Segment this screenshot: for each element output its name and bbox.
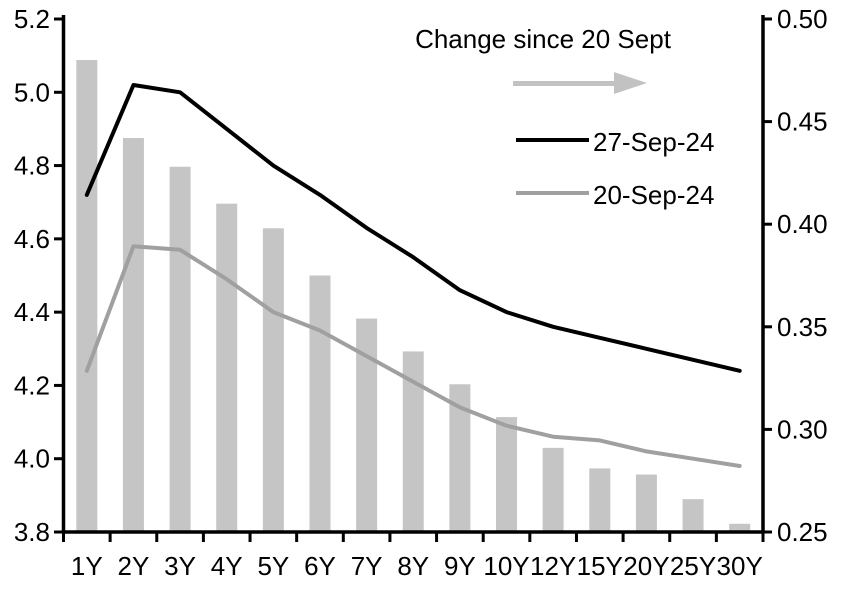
bar-1Y: [76, 60, 98, 531]
legend-label-27-sep: 27-Sep-24: [593, 127, 715, 157]
bar-12Y: [542, 447, 564, 531]
bar-30Y: [729, 523, 751, 531]
left-tick-label: 5.2: [14, 4, 50, 34]
bar-10Y: [496, 417, 518, 531]
x-tick-label-5Y: 5Y: [257, 551, 289, 581]
bar-8Y: [402, 351, 424, 531]
right-tick-label: 0.35: [777, 312, 828, 342]
right-tick-label: 0.25: [777, 517, 828, 547]
legend-swatch-20-sep: [516, 191, 589, 195]
legend-title: Change since 20 Sept: [415, 24, 671, 54]
right-tick-label: 0.40: [777, 209, 828, 239]
change-arrow-icon: [513, 81, 616, 86]
x-tick-label-6Y: 6Y: [304, 551, 336, 581]
bar-9Y: [449, 384, 471, 531]
right-tick-label: 0.30: [777, 414, 828, 444]
x-tick-label-9Y: 9Y: [444, 551, 476, 581]
x-tick-label-20Y: 20Y: [623, 551, 669, 581]
right-tick-label: 0.45: [777, 107, 828, 137]
x-tick-label-1Y: 1Y: [71, 551, 103, 581]
left-tick-label: 4.0: [14, 444, 50, 474]
bar-4Y: [216, 203, 238, 531]
bar-2Y: [122, 138, 144, 532]
x-tick-label-12Y: 12Y: [530, 551, 576, 581]
line-27-sep-24: [84, 83, 742, 373]
x-tick-label-15Y: 15Y: [577, 551, 623, 581]
bar-5Y: [262, 228, 284, 531]
x-tick-label-7Y: 7Y: [351, 551, 383, 581]
x-tick-label-10Y: 10Y: [483, 551, 529, 581]
left-tick-label: 5.0: [14, 77, 50, 107]
right-tick-label: 0.50: [777, 4, 828, 34]
x-tick-label-25Y: 25Y: [670, 551, 716, 581]
left-tick-label: 4.6: [14, 224, 50, 254]
x-tick-label-3Y: 3Y: [164, 551, 196, 581]
left-tick-label: 4.2: [14, 370, 50, 400]
x-tick-label-2Y: 2Y: [118, 551, 150, 581]
legend-label-20-sep: 20-Sep-24: [593, 180, 715, 210]
bar-20Y: [635, 474, 657, 531]
bar-7Y: [356, 318, 378, 531]
bar-15Y: [589, 468, 611, 531]
left-tick-label: 4.4: [14, 297, 50, 327]
left-tick-label: 3.8: [14, 517, 50, 547]
line-20-sep-24: [84, 244, 742, 468]
bar-25Y: [682, 499, 704, 531]
left-tick-label: 4.8: [14, 151, 50, 181]
bar-6Y: [309, 275, 331, 531]
change-arrow-head-icon: [614, 72, 647, 94]
x-tick-label-30Y: 30Y: [717, 551, 763, 581]
bar-3Y: [169, 166, 191, 531]
legend-swatch-27-sep: [516, 138, 589, 142]
x-tick-label-4Y: 4Y: [211, 551, 243, 581]
x-tick-label-8Y: 8Y: [397, 551, 429, 581]
